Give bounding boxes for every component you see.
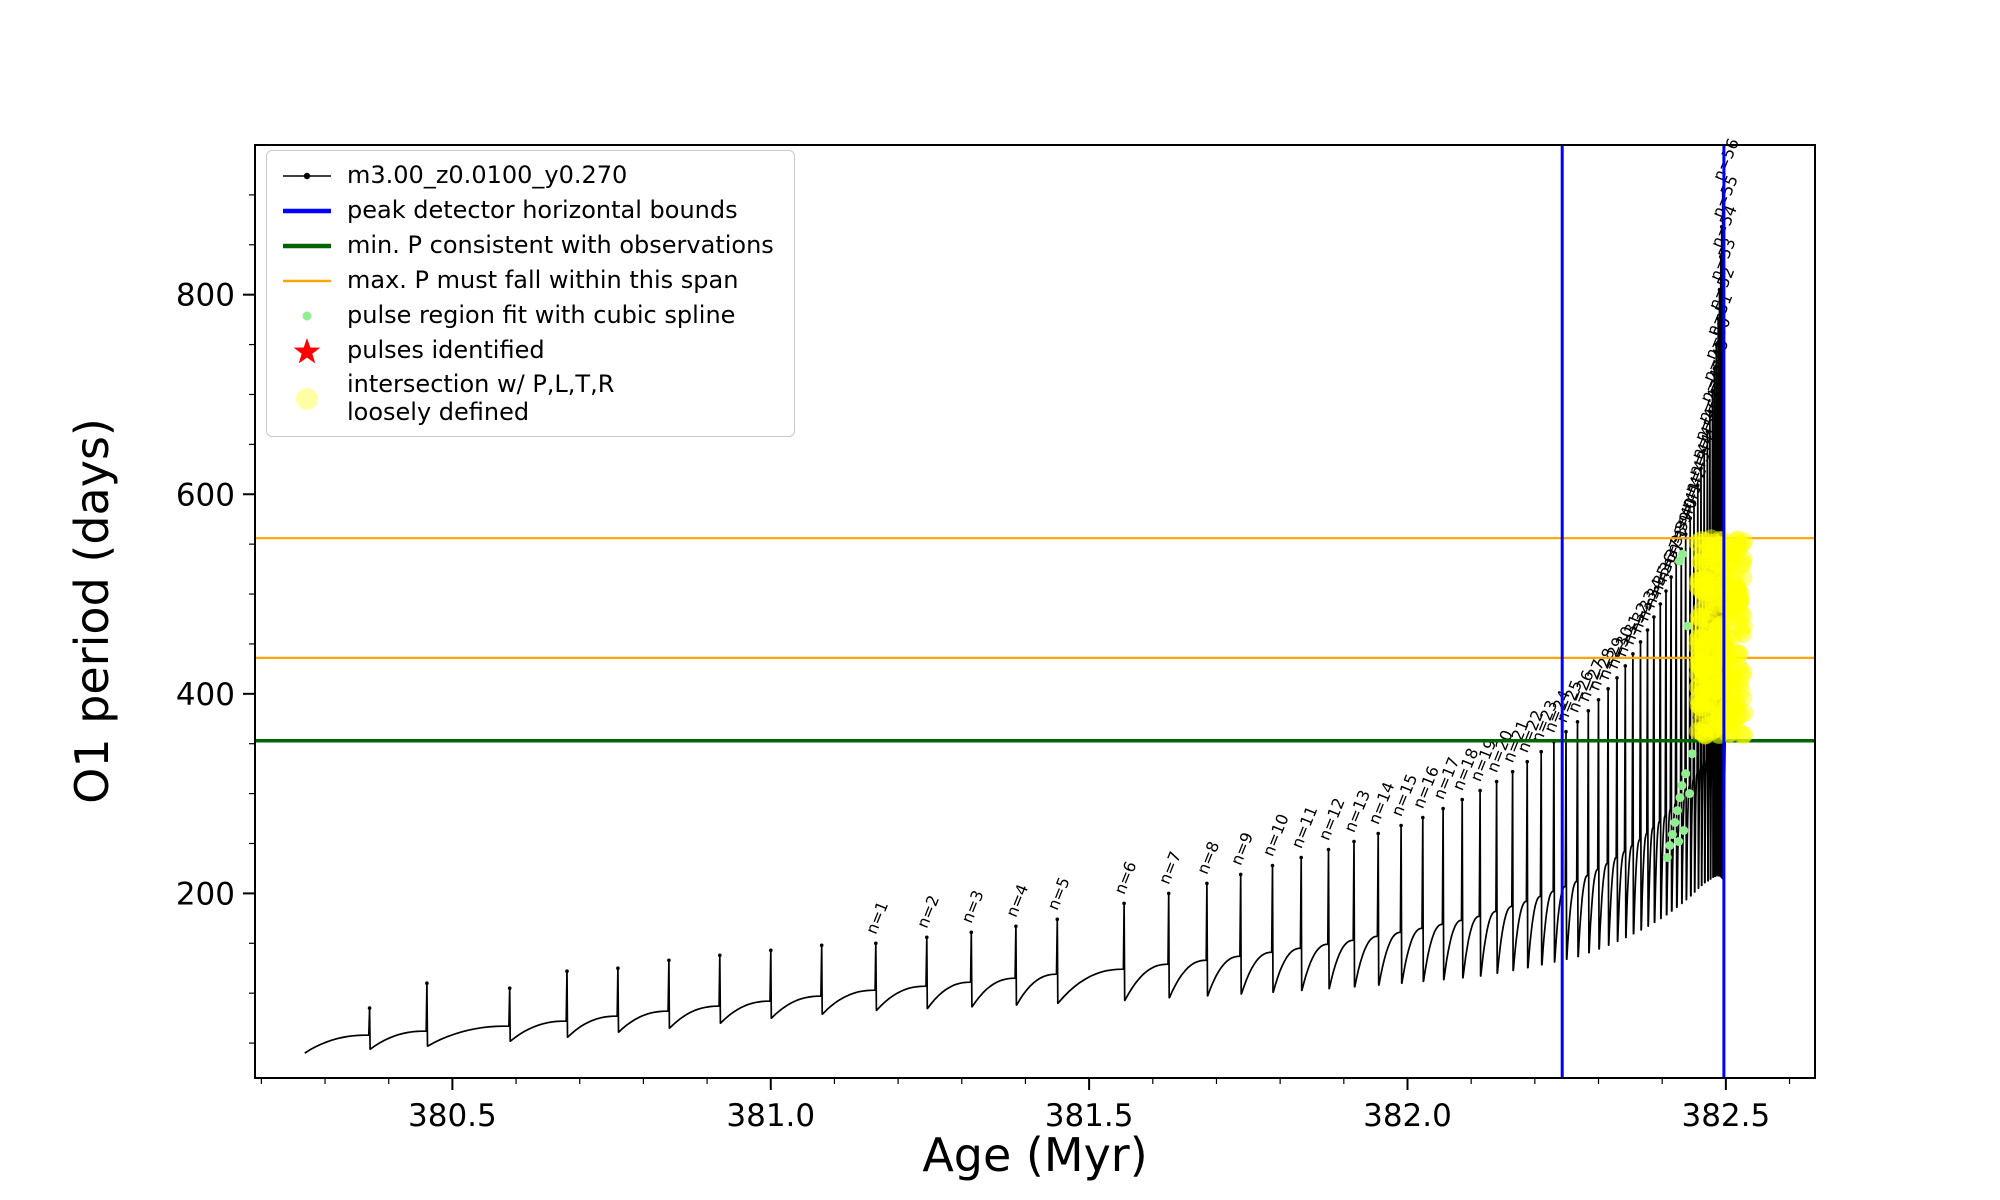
series-line	[304, 188, 1727, 1054]
legend-label: pulse region fit with cubic spline	[347, 301, 736, 330]
spline-dot-icon	[302, 311, 312, 321]
spline-fit-dots	[1662, 549, 1697, 862]
svg-text:382.0: 382.0	[1363, 1098, 1452, 1134]
min-p-line-icon	[283, 243, 331, 249]
plot-border	[254, 144, 1816, 1079]
axis-ticks: 380.5 381.0 381.5 382.0 382.5 200 400 600 800	[176, 194, 1791, 1134]
svg-text:n=4: n=4	[1002, 881, 1032, 919]
svg-text:n=9: n=9	[1227, 830, 1257, 868]
legend-item-pulses: pulses identified	[279, 336, 774, 366]
legend-label: m3.00_z0.0100_y0.270	[347, 161, 628, 190]
svg-text:382.5: 382.5	[1681, 1098, 1770, 1134]
legend-item-intersection: intersection w/ P,L,T,R loosely defined	[279, 370, 774, 426]
series-line-icon	[283, 172, 331, 180]
svg-text:380.5: 380.5	[408, 1098, 497, 1134]
svg-text:n=2: n=2	[913, 892, 943, 930]
svg-text:381.5: 381.5	[1045, 1098, 1134, 1134]
svg-text:n=10: n=10	[1259, 811, 1293, 859]
svg-text:600: 600	[176, 477, 235, 513]
legend-item-max-p: max. P must fall within this span	[279, 266, 774, 296]
pulse-labels: n=1 n=2 n=3 n=4 n=5 n=6 n=7 n=8 n=9 n=10n=11n=12n…	[862, 136, 1743, 937]
legend: m3.00_z0.0100_y0.270 peak detector horiz…	[266, 150, 795, 438]
intersection-region	[1688, 529, 1754, 745]
svg-text:n=1: n=1	[862, 898, 892, 936]
legend-label: pulses identified	[347, 336, 545, 365]
legend-item-min-p: min. P consistent with observations	[279, 231, 774, 261]
legend-label: peak detector horizontal bounds	[347, 196, 738, 225]
svg-text:n=8: n=8	[1193, 839, 1223, 877]
intersection-dot-icon	[296, 387, 318, 410]
max-p-line-icon	[283, 279, 331, 283]
legend-label: min. P consistent with observations	[347, 231, 774, 260]
legend-label: max. P must fall within this span	[347, 266, 739, 295]
svg-text:381.0: 381.0	[726, 1098, 815, 1134]
legend-item-series: m3.00_z0.0100_y0.270	[279, 161, 774, 191]
x-axis-title: Age (Myr)	[922, 1128, 1148, 1182]
svg-text:n=11: n=11	[1287, 803, 1321, 851]
legend-item-spline: pulse region fit with cubic spline	[279, 301, 774, 331]
svg-text:n=3: n=3	[957, 887, 987, 925]
svg-text:400: 400	[176, 677, 235, 713]
legend-label: intersection w/ P,L,T,R loosely defined	[347, 370, 615, 426]
svg-text:n=6: n=6	[1110, 859, 1140, 897]
svg-text:n=56: n=56	[1709, 136, 1743, 184]
svg-text:800: 800	[176, 278, 235, 314]
bounds-line-icon	[283, 208, 331, 214]
svg-text:n=5: n=5	[1043, 874, 1073, 912]
pulse-star-icon	[293, 338, 321, 364]
legend-item-bounds: peak detector horizontal bounds	[279, 196, 774, 226]
svg-text:200: 200	[176, 876, 235, 912]
y-axis-title: O1 period (days)	[65, 418, 119, 804]
svg-text:n=7: n=7	[1155, 849, 1185, 887]
